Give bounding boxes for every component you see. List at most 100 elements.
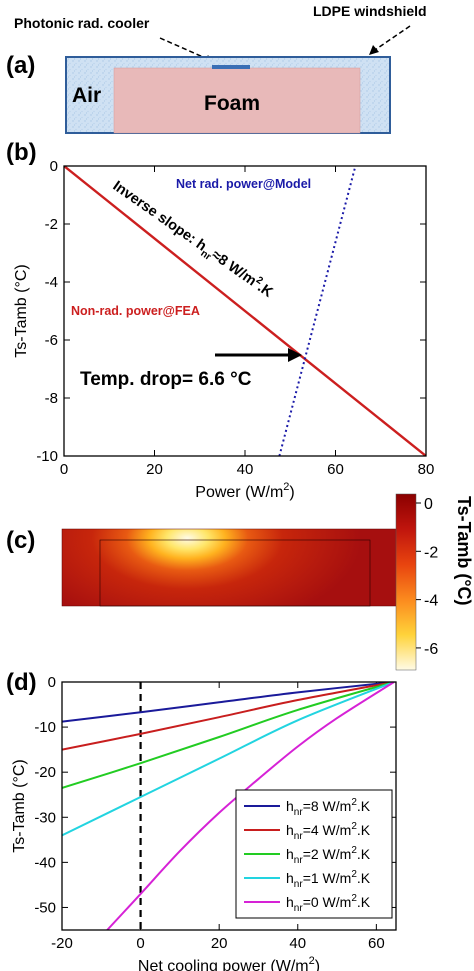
- legend-entry-main: h: [286, 822, 294, 838]
- series-line: [62, 682, 395, 789]
- y-tick-label: -6: [45, 332, 58, 349]
- annotation-slope: Inverse slope: hnr≈8 W/m2.K: [108, 177, 277, 304]
- panel-a: (a) Photonic rad. cooler LDPE windshield…: [6, 3, 427, 134]
- legend-entry-sup: 2: [351, 869, 357, 880]
- legend-entry: hnr=0 W/m2.K: [286, 893, 371, 914]
- heatmap-foam-outline: [99, 539, 371, 607]
- callout-windshield-label: LDPE windshield: [313, 3, 427, 19]
- callout-windshield-arrow: [371, 25, 411, 53]
- x-tick-label: 0: [136, 935, 144, 952]
- series-line: [62, 682, 395, 837]
- callout-windshield-arrowhead: [369, 45, 379, 55]
- legend-entry-main: h: [286, 798, 294, 814]
- callout-cooler-arrow: [159, 37, 213, 62]
- legend-entry-sup: 2: [351, 845, 357, 856]
- x-tick-label: 20: [146, 461, 163, 478]
- colorbar-ticks: 0 -2 -4 -6: [416, 496, 438, 658]
- x-tick-label: 60: [368, 935, 385, 952]
- x-tick-label: 40: [289, 935, 306, 952]
- legend-entry: hnr=4 W/m2.K: [286, 821, 371, 842]
- x-axis-label-main: Power (W/m: [195, 484, 283, 501]
- y-axis-label: Ts-Tamb (°C): [11, 759, 28, 853]
- legend-entry-rest: =2 W/m: [303, 846, 352, 862]
- y-tick-label: -40: [34, 854, 56, 871]
- annotation-drop: Temp. drop= 6.6 °C: [80, 369, 252, 390]
- foam-block: [113, 67, 361, 134]
- panel-a-label: (a): [6, 52, 35, 79]
- colorbar-tick-label: -4: [424, 593, 438, 610]
- x-tick-label: 0: [60, 461, 68, 478]
- colorbar-tick-label: -6: [424, 641, 438, 658]
- panel-c-label: (c): [6, 527, 35, 554]
- x-axis-label: Net cooling power (W/m2): [138, 955, 320, 971]
- photonic-cooler: [212, 65, 250, 69]
- plot-frame: [63, 165, 427, 457]
- annotation-slope-sup: 2: [254, 275, 265, 287]
- legend-entry-rest: =1 W/m: [303, 870, 352, 886]
- colorbar-tick-label: 0: [424, 496, 433, 513]
- legend-entry-end: .K: [357, 894, 371, 910]
- legend-entry-sub: nr: [294, 807, 304, 818]
- legend-entry-sub: nr: [294, 831, 304, 842]
- series-line: [64, 166, 426, 456]
- x-tick-label: 60: [327, 461, 344, 478]
- legend-entry-end: .K: [357, 798, 371, 814]
- panel-c: (c) 0 -2 -4 -6 Ts-Tamb (°C): [6, 493, 474, 671]
- y-tick-label: -10: [34, 719, 56, 736]
- x-tick-label: 80: [418, 461, 435, 478]
- colorbar: [395, 493, 417, 671]
- legend-entry-rest: =4 W/m: [303, 822, 352, 838]
- plot-frame: [61, 681, 397, 931]
- legend-entry-end: .K: [357, 822, 371, 838]
- colorbar-tick-label: -2: [424, 544, 438, 561]
- colorbar-title: Ts-Tamb (°C): [454, 496, 474, 606]
- series-line: [62, 682, 395, 751]
- legend-entry: hnr=8 W/m2.K: [286, 797, 371, 818]
- x-axis-label-sup: 2: [309, 955, 315, 967]
- air-label: Air: [72, 84, 101, 107]
- y-tick-label: -20: [34, 764, 56, 781]
- y-axis-label: Ts-Tamb (°C): [13, 264, 30, 358]
- x-axis-label: Power (W/m2): [195, 481, 294, 501]
- legend-entry-rest: =0 W/m: [303, 894, 352, 910]
- legend-entry-main: h: [286, 870, 294, 886]
- legend-entry-sub: nr: [294, 879, 304, 890]
- y-tick-label: -10: [36, 448, 58, 465]
- x-tick-label: 40: [237, 461, 254, 478]
- y-tick-label: -8: [45, 390, 58, 407]
- legend-entry-rest: =8 W/m: [303, 798, 352, 814]
- y-tick-label: 0: [50, 158, 58, 175]
- temp-drop-arrowhead: [288, 348, 302, 362]
- foam-label: Foam: [204, 92, 260, 115]
- callout-cooler-label: Photonic rad. cooler: [14, 15, 150, 31]
- legend-entry-sup: 2: [351, 893, 357, 904]
- legend-entry-sup: 2: [351, 797, 357, 808]
- y-tick-label: -2: [45, 216, 58, 233]
- panel-d-label: (d): [6, 669, 37, 696]
- x-axis-label-main: Net cooling power (W/m: [138, 958, 309, 971]
- panel-d: (d) -20 0 20 40 60 0 -10 -20 -30 -40 -50 Net coolin…: [6, 669, 397, 971]
- legend-entry-main: h: [286, 894, 294, 910]
- legend-entry: hnr=2 W/m2.K: [286, 845, 371, 866]
- legend-entry: hnr=1 W/m2.K: [286, 869, 371, 890]
- y-tick-label: -4: [45, 274, 58, 291]
- chart-d: -20 0 20 40 60 0 -10 -20 -30 -40 -50 Net cooling po…: [11, 674, 397, 971]
- legend-entry-main: h: [286, 846, 294, 862]
- annotation-model: Net rad. power@Model: [176, 177, 311, 191]
- x-axis-label-end: ): [315, 958, 320, 971]
- x-tick-label: 20: [211, 935, 228, 952]
- y-tick-label: 0: [48, 674, 56, 691]
- panel-b-label: (b): [6, 139, 37, 166]
- x-axis-label-end: ): [289, 484, 294, 501]
- y-tick-label: -50: [34, 899, 56, 916]
- series-line: [62, 682, 395, 723]
- annotation-fea: Non-rad. power@FEA: [71, 304, 200, 318]
- series-line: [278, 166, 357, 456]
- x-tick-label: -20: [51, 935, 73, 952]
- annotation-slope-mid: ≈8 W/m: [208, 247, 259, 289]
- legend-entry-end: .K: [357, 870, 371, 886]
- legend-entry-end: .K: [357, 846, 371, 862]
